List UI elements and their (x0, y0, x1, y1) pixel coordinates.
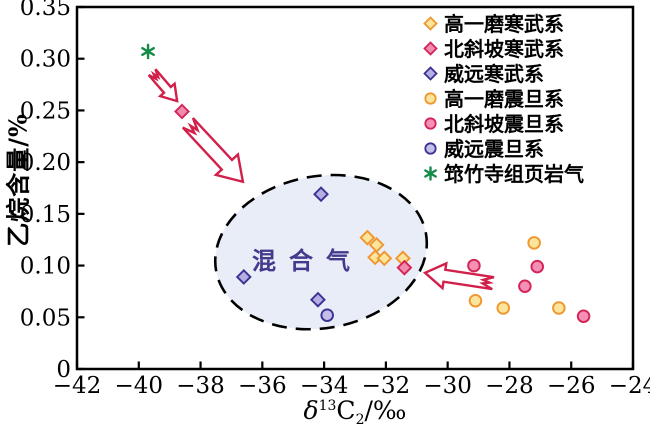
x-tick-label: −40 (115, 373, 164, 399)
legend-label: 威远震旦系 (444, 136, 544, 161)
data-point-circle (576, 309, 591, 324)
circle-marker-icon (424, 142, 437, 155)
y-axis-title: 乙烷含量/% (3, 113, 33, 247)
diamond-marker-icon (423, 66, 438, 81)
x-axis-title: δ13C2/‰ (77, 396, 633, 428)
legend-item-5: 北斜坡震旦系 (422, 111, 584, 136)
data-point-circle (518, 279, 532, 294)
y-tick-label: 0.15 (20, 202, 71, 228)
x-axis-title-subscript: 2 (355, 412, 365, 428)
legend-item-4: 高一磨震旦系 (422, 86, 584, 111)
data-point-diamond (309, 291, 326, 308)
data-point-diamond (423, 41, 438, 56)
y-tick-label: 0.10 (20, 254, 71, 280)
series-威远震旦系 (320, 308, 334, 322)
series-北斜坡寒武系 (174, 103, 413, 276)
series-高一磨震旦系 (468, 236, 566, 315)
data-point-diamond (174, 103, 190, 120)
annotation-arrow (147, 68, 179, 103)
y-tick-label: 0.25 (20, 98, 71, 124)
data-point-circle (530, 259, 544, 274)
y-tick-label: 0 (56, 357, 71, 383)
x-tick-label: −38 (176, 373, 225, 399)
data-point-circle (552, 301, 566, 315)
legend-label: 筇竹寺组页岩气 (444, 161, 584, 186)
x-axis-title-unit: /‰ (364, 396, 407, 425)
legend-item-6: 威远震旦系 (422, 136, 584, 161)
data-point-diamond (313, 186, 329, 203)
data-point-diamond (423, 16, 438, 31)
legend-item-3: 威远寒武系 (422, 61, 584, 86)
annotation-arrow (422, 261, 495, 291)
series-北斜坡震旦系 (467, 258, 591, 324)
data-point-circle (468, 293, 483, 308)
legend: 高一磨寒武系 北斜坡寒武系 威远寒武系 高一磨震旦系 北斜坡震旦系 威远震旦系 筇竹寺组页岩… (422, 11, 584, 186)
data-point-circle (496, 301, 511, 315)
data-point-diamond (235, 269, 252, 285)
data-point-circle (424, 92, 437, 105)
x-tick-label: −42 (53, 373, 102, 399)
x-tick-label: −26 (547, 373, 596, 399)
mixed-gas-label: 混合气 (252, 246, 363, 275)
x-tick-label: −24 (609, 373, 650, 399)
data-point-diamond (423, 66, 438, 81)
legend-label: 北斜坡寒武系 (444, 36, 564, 61)
x-axis-title-base: C (336, 396, 356, 425)
data-point-circle (424, 117, 437, 130)
legend-item-1: 高一磨寒武系 (422, 11, 584, 36)
y-tick-label: 0.05 (20, 305, 71, 331)
x-tick-label: −30 (423, 373, 472, 399)
legend-label: 高一磨寒武系 (444, 11, 564, 36)
data-point-circle (320, 308, 334, 322)
data-point-asterisk (424, 169, 437, 178)
circle-marker-icon (424, 117, 437, 130)
data-point-circle (467, 258, 481, 273)
data-point-diamond (376, 250, 393, 267)
annotation-arrow (181, 117, 245, 184)
diamond-marker-icon (423, 41, 438, 56)
x-tick-label: −36 (238, 373, 287, 399)
y-tick-label: 0.35 (20, 0, 71, 21)
data-point-diamond (359, 229, 376, 246)
legend-label: 北斜坡震旦系 (444, 111, 564, 136)
data-point-asterisk (141, 46, 155, 56)
y-tick-label: 0.20 (20, 150, 71, 176)
plot-border (75, 5, 635, 371)
x-axis-title-superscript: 13 (318, 398, 337, 414)
circle-marker-icon (424, 92, 437, 105)
data-point-diamond (367, 249, 384, 266)
data-point-circle (424, 142, 437, 155)
series-筇竹寺组页岩气 (141, 43, 155, 60)
diamond-marker-icon (423, 16, 438, 31)
data-point-circle (527, 236, 541, 250)
asterisk-marker-icon (424, 166, 437, 181)
x-axis-title-delta: δ (303, 396, 319, 425)
legend-label: 威远寒武系 (444, 61, 544, 86)
legend-item-7: 筇竹寺组页岩气 (422, 161, 584, 186)
x-tick-label: −34 (300, 373, 349, 399)
legend-item-2: 北斜坡寒武系 (422, 36, 584, 61)
y-tick-label: 0.30 (20, 47, 71, 73)
data-point-diamond (396, 259, 413, 276)
x-tick-label: −32 (362, 373, 411, 399)
mixed-gas-ellipse (213, 173, 429, 331)
x-tick-label: −28 (485, 373, 534, 399)
series-威远寒武系 (235, 186, 329, 308)
legend-label: 高一磨震旦系 (444, 86, 564, 111)
